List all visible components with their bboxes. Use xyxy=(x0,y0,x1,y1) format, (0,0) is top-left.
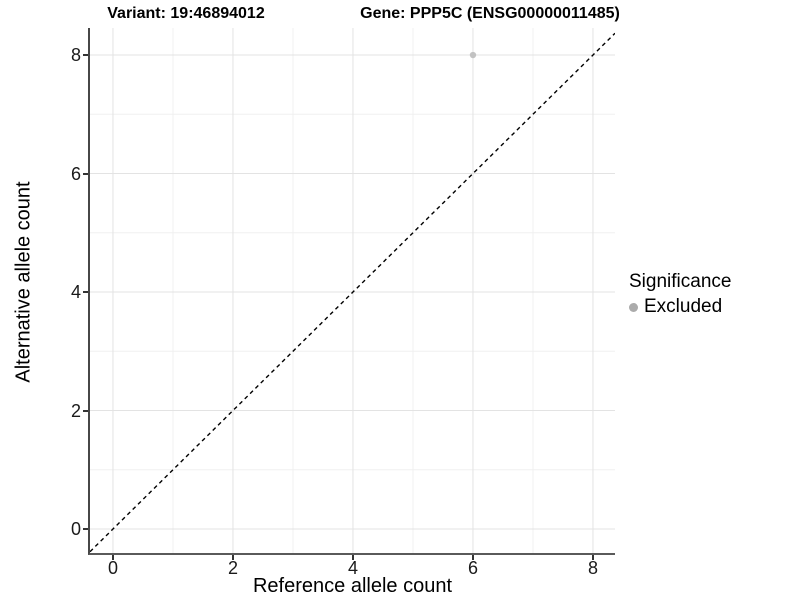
excluded-point-icon xyxy=(629,302,638,312)
y-tick-label: 0 xyxy=(70,519,81,539)
gene-title: Gene: PPP5C (ENSG00000011485) xyxy=(360,5,620,22)
y-tick-mark xyxy=(83,54,88,57)
legend-item-excluded: Excluded xyxy=(629,296,731,318)
identity-dashed-line xyxy=(90,32,615,553)
legend-item-label: Excluded xyxy=(644,296,723,317)
x-tick-mark xyxy=(351,555,354,560)
x-tick-mark xyxy=(591,555,594,560)
legend-title: Significance xyxy=(629,271,732,292)
y-tick-mark xyxy=(83,291,88,293)
x-tick-mark xyxy=(231,555,234,560)
x-axis-title: Reference allele count xyxy=(252,575,452,597)
y-tick-label: 6 xyxy=(70,163,81,184)
x-tick-label: 6 xyxy=(467,558,478,578)
x-tick-mark xyxy=(471,555,474,560)
y-tick-mark xyxy=(83,528,88,530)
plot-canvas xyxy=(90,28,615,553)
legend: Significance Excluded xyxy=(629,271,731,318)
y-tick-mark xyxy=(83,172,88,175)
y-tick-mark xyxy=(83,409,88,412)
data-point-excluded xyxy=(469,51,477,59)
y-tick-label: 2 xyxy=(70,400,81,421)
variant-title: Variant: 19:46894012 xyxy=(107,5,265,22)
y-axis-title: Alternative allele count xyxy=(12,181,35,383)
x-tick-mark xyxy=(111,555,114,560)
y-tick-label: 8 xyxy=(70,45,81,66)
x-tick-label: 2 xyxy=(227,558,238,578)
x-tick-label: 0 xyxy=(107,558,118,578)
y-tick-label: 4 xyxy=(70,282,81,302)
x-tick-label: 8 xyxy=(587,558,598,578)
plot-panel xyxy=(88,28,615,555)
x-tick-label: 4 xyxy=(347,558,358,578)
